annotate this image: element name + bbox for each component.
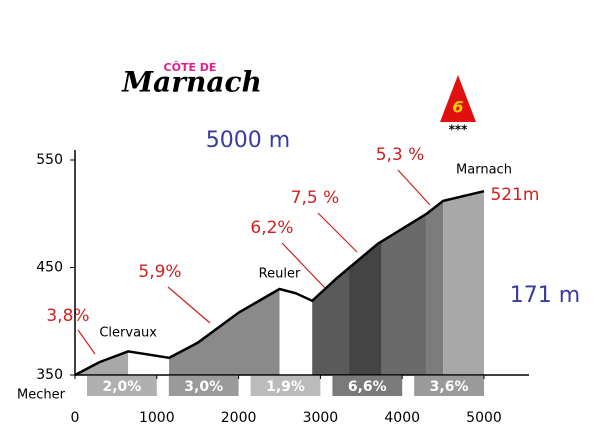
y-tick-label: 550 xyxy=(36,152,63,168)
column xyxy=(312,191,350,375)
profile-line xyxy=(74,189,485,377)
gradient-band xyxy=(332,376,403,396)
leader xyxy=(77,329,96,355)
gradient-label: 2,0% xyxy=(102,379,141,395)
category-stars: *** xyxy=(449,123,469,137)
x-tick-label: 4000 xyxy=(384,410,420,426)
x-tick-label: 3000 xyxy=(303,410,339,426)
slope-label: 6,2% xyxy=(250,218,293,238)
column xyxy=(169,191,280,375)
gradient-band xyxy=(87,376,157,396)
gradient-band xyxy=(168,376,239,396)
slope-label: 7,5 % xyxy=(291,188,340,208)
gradient-band xyxy=(414,376,484,396)
x-tick-label: 2000 xyxy=(221,410,257,426)
gradient-label: 6,6% xyxy=(348,379,387,395)
column xyxy=(381,191,427,375)
gradient-label: 1,9% xyxy=(266,379,305,395)
place-label: Marnach xyxy=(456,163,512,178)
leader xyxy=(317,212,358,253)
leader xyxy=(281,242,326,289)
column xyxy=(279,191,313,375)
gain-label: 171 m xyxy=(510,283,580,308)
length-label: 5000 m xyxy=(206,128,290,153)
y-tick-label: 450 xyxy=(36,260,63,276)
slope-label: 3,8% xyxy=(46,306,89,326)
leader xyxy=(167,286,211,324)
y-tick-label: 350 xyxy=(36,367,63,383)
slope-label: 5,3 % xyxy=(376,145,425,165)
x-tick-label: 5000 xyxy=(466,410,502,426)
slope-label: 5,9% xyxy=(138,262,181,282)
title: Marnach xyxy=(121,66,262,99)
column xyxy=(426,191,444,375)
columns xyxy=(75,191,484,375)
place-label: Mecher xyxy=(17,388,66,403)
summit-label: 521m xyxy=(490,185,539,205)
place-label: Clervaux xyxy=(99,326,157,341)
gradient-band xyxy=(250,376,321,396)
title-top: CÔTE DE xyxy=(164,61,217,74)
gradient-label: 3,0% xyxy=(184,379,223,395)
leader xyxy=(397,169,431,206)
gradient-label: 3,6% xyxy=(430,379,469,395)
column xyxy=(75,191,129,375)
x-tick-label: 0 xyxy=(71,410,80,426)
category: 6 xyxy=(452,98,463,117)
column xyxy=(443,191,484,375)
x-tick-label: 1000 xyxy=(139,410,175,426)
place-label: Reuler xyxy=(259,267,301,282)
category-badge xyxy=(440,75,476,122)
